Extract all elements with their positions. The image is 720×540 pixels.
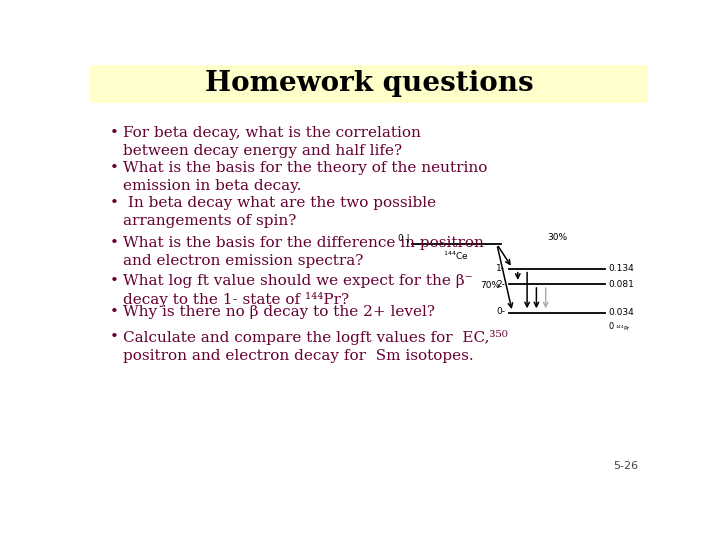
Text: Homework questions: Homework questions: [204, 70, 534, 97]
Text: 2-: 2-: [497, 280, 505, 289]
Text: Calculate and compare the logft values for  EC,³⁵⁰
positron and electron decay f: Calculate and compare the logft values f…: [122, 330, 508, 363]
Text: Why is there no β decay to the 2+ level?: Why is there no β decay to the 2+ level?: [122, 305, 435, 319]
Text: $^{144}$Ce: $^{144}$Ce: [444, 249, 469, 262]
Text: 30%: 30%: [547, 233, 567, 242]
FancyBboxPatch shape: [90, 63, 648, 103]
Text: 5-26: 5-26: [613, 461, 638, 471]
Text: 0.034: 0.034: [608, 308, 634, 317]
Text: 0.134: 0.134: [608, 265, 634, 273]
Text: •: •: [109, 305, 118, 319]
Text: 1-: 1-: [496, 265, 505, 273]
Text: 0 |: 0 |: [398, 234, 410, 244]
Text: 0.081: 0.081: [608, 280, 634, 289]
Text: For beta decay, what is the correlation
between decay energy and half life?: For beta decay, what is the correlation …: [122, 126, 420, 158]
Text: •: •: [109, 126, 118, 140]
Text: What log ft value should we expect for the β⁻
decay to the 1- state of ¹⁴⁴Pr?: What log ft value should we expect for t…: [122, 274, 472, 307]
Text: What is the basis for the theory of the neutrino
emission in beta decay.: What is the basis for the theory of the …: [122, 161, 487, 193]
Text: 70%: 70%: [481, 281, 500, 291]
Text: $0_{\ ^{144}\mathrm{Pr}}$: $0_{\ ^{144}\mathrm{Pr}}$: [608, 320, 632, 333]
Text: •: •: [109, 236, 118, 249]
Text: •: •: [109, 330, 118, 345]
Text: 0-: 0-: [496, 307, 505, 316]
Text: •: •: [109, 161, 118, 175]
Text: What is the basis for the difference in positron
and electron emission spectra?: What is the basis for the difference in …: [122, 236, 483, 268]
Text: •: •: [109, 195, 118, 210]
Text: In beta decay what are the two possible
arrangements of spin?: In beta decay what are the two possible …: [122, 195, 436, 227]
Text: •: •: [109, 274, 118, 288]
